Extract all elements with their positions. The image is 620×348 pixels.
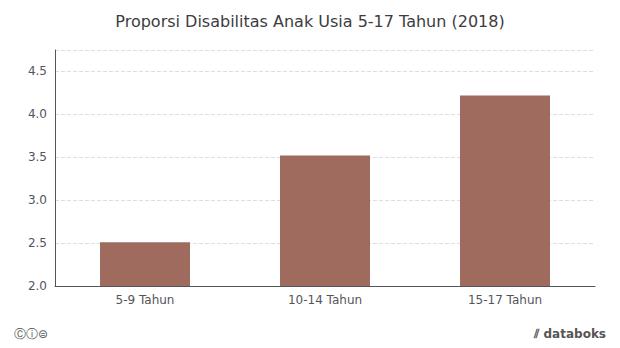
svg-text:2.5: 2.5 [28,236,47,250]
svg-text:4.5: 4.5 [28,64,47,78]
svg-text:Proporsi Disabilitas Anak Usia: Proporsi Disabilitas Anak Usia 5-17 Tahu… [115,12,504,31]
svg-text:⫽ databoks: ⫽ databoks [533,327,606,341]
svg-text:15-17 Tahun: 15-17 Tahun [468,293,542,307]
svg-text:3.5: 3.5 [28,150,47,164]
svg-text:10-14 Tahun: 10-14 Tahun [288,293,362,307]
svg-text:3.0: 3.0 [28,193,47,207]
svg-text:5-9 Tahun: 5-9 Tahun [116,293,175,307]
svg-text:Ⓒⓘ⊜: Ⓒⓘ⊜ [14,327,48,341]
svg-text:2.0: 2.0 [28,279,47,293]
svg-text:4.0: 4.0 [28,107,47,121]
